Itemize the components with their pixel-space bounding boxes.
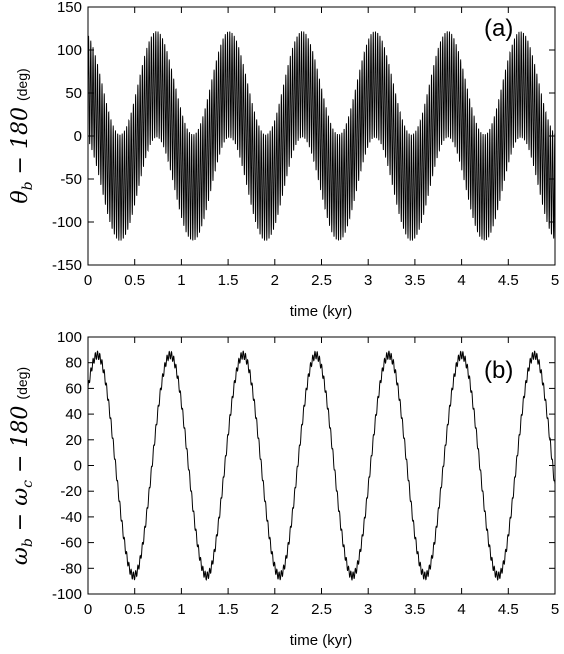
panel-a-ylabel-subscript: b [20, 181, 36, 190]
panel-b: 0 0.5 1 1.5 2 2.5 3 3.5 4 4.5 5 -100 -80 -60 -40 -20 0 20… [8, 329, 559, 649]
y-tick-label: -40 [60, 509, 82, 526]
x-tick-label: 3 [364, 601, 372, 618]
panel-b-ylabel-symbol: ω [8, 547, 33, 565]
panel-a-xlabel: time (kyr) [290, 303, 353, 320]
x-tick-label: 0.5 [124, 272, 145, 289]
x-tick-label: 1 [177, 272, 185, 289]
panel-a-tick-labels: 0 0.5 1 1.5 2 2.5 3 3.5 4 4.5 5 -150 -100 -50 0 50 100 15… [52, 0, 559, 289]
panel-b-ylabel-subscript2: c [20, 480, 36, 488]
panel-a-ylabel-rest: − 180 [8, 107, 33, 181]
y-tick-label: 0 [74, 458, 82, 475]
y-tick-label: -150 [52, 257, 82, 274]
x-tick-label: 0 [84, 601, 92, 618]
panel-b-series-line [87, 350, 556, 581]
y-tick-label: 0 [74, 128, 82, 145]
panel-a-ylabel-unit: (deg) [14, 68, 30, 101]
x-tick-label: 4.5 [498, 272, 519, 289]
x-tick-label: 2 [271, 272, 279, 289]
y-tick-label: -20 [60, 483, 82, 500]
panel-b-ylabel-rest2: − 180 [8, 406, 33, 480]
x-tick-label: 1.5 [218, 272, 239, 289]
panel-a: 0 0.5 1 1.5 2 2.5 3 3.5 4 4.5 5 -150 -100 -50 0 50 100 15… [8, 0, 559, 320]
x-tick-label: 1.5 [218, 601, 239, 618]
panel-b-ylabel: ωb − ωc − 180(deg) [8, 367, 36, 565]
panel-b-ticks [87, 336, 556, 595]
x-tick-label: 4 [457, 272, 465, 289]
panel-b-xlabel: time (kyr) [290, 632, 353, 649]
x-tick-label: 3 [364, 272, 372, 289]
y-tick-label: 20 [65, 432, 82, 449]
x-tick-label: 2.5 [311, 601, 332, 618]
panel-b-ylabel-rest: − [8, 506, 33, 538]
y-tick-label: -60 [60, 535, 82, 552]
x-tick-label: 5 [551, 272, 559, 289]
y-tick-label: 40 [65, 406, 82, 423]
x-tick-label: 3.5 [404, 272, 425, 289]
panel-b-ylabel-symbol2: ω [8, 488, 33, 506]
panel-a-ylabel: θb − 180 (deg) [8, 68, 36, 203]
x-tick-label: 0.5 [124, 601, 145, 618]
x-tick-label: 2 [271, 601, 279, 618]
x-tick-label: 4.5 [498, 601, 519, 618]
y-tick-label: -100 [52, 586, 82, 603]
y-tick-label: 80 [65, 355, 82, 372]
y-tick-label: -50 [60, 171, 82, 188]
y-tick-label: 50 [65, 85, 82, 102]
y-tick-label: 150 [57, 0, 82, 16]
panel-b-ylabel-unit: (deg) [14, 367, 30, 400]
x-tick-label: 3.5 [404, 601, 425, 618]
y-tick-label: -80 [60, 560, 82, 577]
x-tick-label: 4 [457, 601, 465, 618]
panel-a-label: (a) [484, 15, 513, 42]
y-tick-label: 60 [65, 380, 82, 397]
x-tick-label: 5 [551, 601, 559, 618]
x-tick-label: 2.5 [311, 272, 332, 289]
panel-a-series-line [87, 31, 556, 241]
panel-a-ylabel-symbol: θ [8, 190, 33, 203]
panel-b-tick-labels: 0 0.5 1 1.5 2 2.5 3 3.5 4 4.5 5 -100 -80 -60 -40 -20 0 20… [52, 329, 559, 618]
x-tick-label: 0 [84, 272, 92, 289]
panel-b-ylabel-subscript: b [20, 538, 36, 547]
x-tick-label: 1 [177, 601, 185, 618]
panel-b-label: (b) [484, 357, 513, 384]
y-tick-label: 100 [57, 42, 82, 59]
y-tick-label: 100 [57, 329, 82, 346]
y-tick-label: -100 [52, 214, 82, 231]
